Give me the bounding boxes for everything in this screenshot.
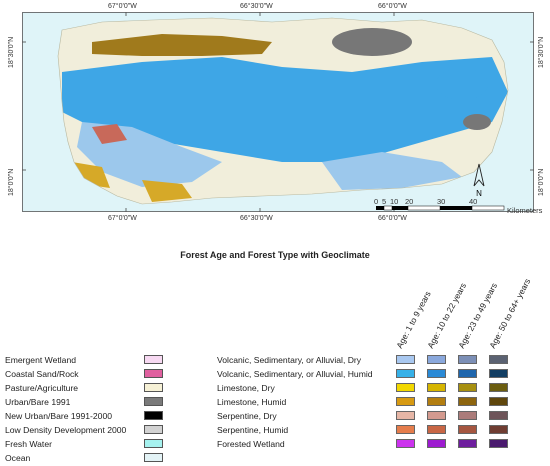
age-swatch-2 bbox=[427, 425, 446, 434]
legend-label: New Urban/Bare 1991-2000 bbox=[5, 411, 113, 421]
age-swatch-1 bbox=[396, 397, 415, 406]
urban-area bbox=[332, 28, 412, 56]
right-latitude-1: 18°30'0"N bbox=[538, 36, 545, 68]
limestone-dry-patches bbox=[142, 180, 192, 202]
age-swatch-4 bbox=[489, 383, 508, 392]
legend-swatch bbox=[144, 411, 163, 420]
age-swatch-1 bbox=[396, 411, 415, 420]
bottom-longitude-2: 66°30'0"W bbox=[240, 215, 273, 222]
scale-tick-5: 5 bbox=[382, 197, 387, 206]
forest-type-label: Volcanic, Sedimentary, or Alluvial, Humi… bbox=[217, 369, 373, 379]
left-latitude-2: 18°0'0"N bbox=[8, 168, 15, 196]
serpentine-patch bbox=[92, 124, 127, 144]
legend-swatch bbox=[144, 383, 163, 392]
legend-label: Urban/Bare 1991 bbox=[5, 397, 71, 407]
forest-type-label: Serpentine, Humid bbox=[217, 425, 289, 435]
legend-label: Coastal Sand/Rock bbox=[5, 369, 79, 379]
age-swatch-4 bbox=[489, 355, 508, 364]
age-swatch-1 bbox=[396, 369, 415, 378]
legend-swatch bbox=[144, 369, 163, 378]
scale-unit: Kilometers bbox=[507, 206, 543, 215]
legend-title: Forest Age and Forest Type with Geoclima… bbox=[180, 250, 370, 260]
map-frame bbox=[22, 12, 534, 212]
forest-type-label: Limestone, Dry bbox=[217, 383, 275, 393]
age-swatch-1 bbox=[396, 383, 415, 392]
legend-swatch bbox=[144, 439, 163, 448]
legend-label: Emergent Wetland bbox=[5, 355, 77, 365]
age-swatch-3 bbox=[458, 397, 477, 406]
age-swatch-3 bbox=[458, 383, 477, 392]
forest-type-label: Volcanic, Sedimentary, or Alluvial, Dry bbox=[217, 355, 362, 365]
age-swatch-1 bbox=[396, 425, 415, 434]
age-swatch-3 bbox=[458, 369, 477, 378]
legend-swatch bbox=[144, 397, 163, 406]
north-arrow-icon: N bbox=[473, 163, 485, 198]
map-canvas: N bbox=[22, 12, 534, 212]
age-swatch-3 bbox=[458, 355, 477, 364]
age-swatch-3 bbox=[458, 411, 477, 420]
north-arrow-label: N bbox=[476, 189, 482, 198]
bottom-longitude-3: 66°0'0"W bbox=[378, 215, 407, 222]
age-swatch-1 bbox=[396, 439, 415, 448]
legend-swatch bbox=[144, 453, 163, 462]
legend-label: Pasture/Agriculture bbox=[5, 383, 79, 393]
forest-map: N 0 5 10 20 30 40 Kilometers bbox=[22, 12, 542, 215]
top-longitude-2: 66°30'0"W bbox=[240, 3, 273, 10]
legend-label: Fresh Water bbox=[5, 439, 52, 449]
top-longitude-3: 66°0'0"W bbox=[378, 3, 407, 10]
urban-area-east bbox=[463, 114, 491, 130]
age-swatch-2 bbox=[427, 369, 446, 378]
age-swatch-2 bbox=[427, 439, 446, 448]
dry-forest-patches-east bbox=[322, 152, 462, 190]
scale-bar bbox=[376, 205, 505, 211]
bottom-longitude-1: 67°0'0"W bbox=[108, 215, 137, 222]
scale-tick-30: 30 bbox=[437, 197, 446, 206]
humid-forest-band bbox=[62, 57, 508, 162]
legend-swatch bbox=[144, 355, 163, 364]
forest-type-label: Forested Wetland bbox=[217, 439, 285, 449]
age-swatch-4 bbox=[489, 397, 508, 406]
age-swatch-1 bbox=[396, 355, 415, 364]
age-swatch-3 bbox=[458, 439, 477, 448]
left-latitude-1: 18°30'0"N bbox=[8, 36, 15, 68]
scale-tick-0: 0 bbox=[374, 197, 379, 206]
age-swatch-4 bbox=[489, 425, 508, 434]
age-swatch-2 bbox=[427, 355, 446, 364]
scale-tick-40: 40 bbox=[469, 197, 478, 206]
luquillo-forest bbox=[436, 68, 488, 100]
legend-swatch bbox=[144, 425, 163, 434]
forest-type-label: Limestone, Humid bbox=[217, 397, 287, 407]
age-swatch-4 bbox=[489, 369, 508, 378]
forest-type-label: Serpentine, Dry bbox=[217, 411, 277, 421]
scale-tick-20: 20 bbox=[405, 197, 414, 206]
legend-label: Low Density Development 2000 bbox=[5, 425, 127, 435]
island-outline bbox=[57, 17, 509, 205]
right-latitude-2: 18°0'0"N bbox=[538, 168, 545, 196]
scale-tick-10: 10 bbox=[390, 197, 399, 206]
age-swatch-2 bbox=[427, 411, 446, 420]
limestone-humid-karst bbox=[92, 34, 272, 56]
age-swatch-2 bbox=[427, 383, 446, 392]
legend-label: Ocean bbox=[5, 453, 31, 463]
age-swatch-4 bbox=[489, 439, 508, 448]
age-swatch-2 bbox=[427, 397, 446, 406]
age-swatch-4 bbox=[489, 411, 508, 420]
age-swatch-3 bbox=[458, 425, 477, 434]
top-longitude-1: 67°0'0"W bbox=[108, 3, 137, 10]
